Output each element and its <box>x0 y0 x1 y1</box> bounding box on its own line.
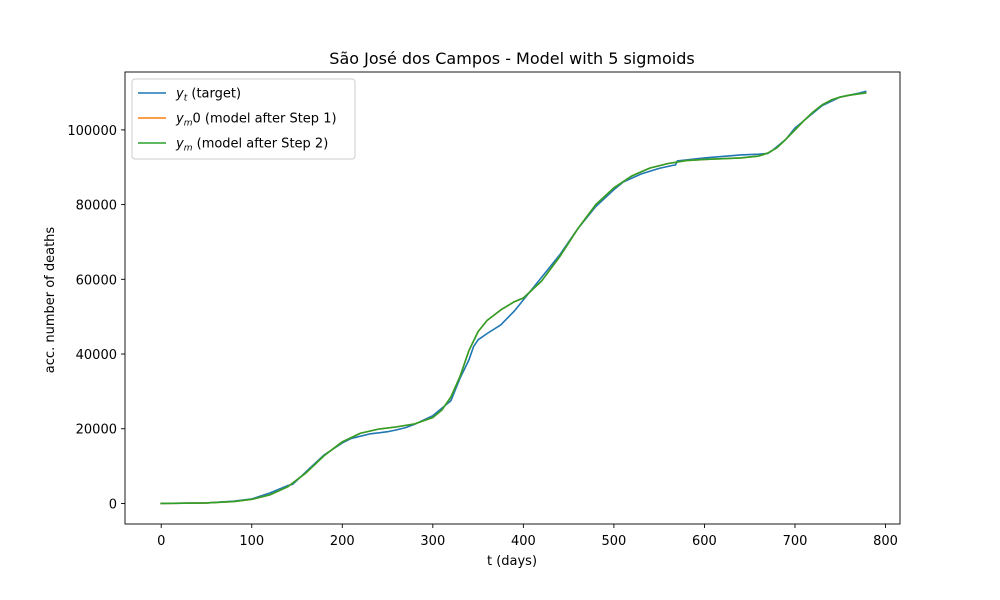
y-tick-label: 80000 <box>76 199 117 214</box>
legend-entry-2: ym (model after Step 2) <box>175 137 328 154</box>
y-tick-label: 40000 <box>76 348 117 363</box>
y-tick-label: 100000 <box>67 124 117 139</box>
y-axis-label: acc. number of deaths <box>43 227 58 374</box>
legend-entry-0: yt (target) <box>175 87 241 104</box>
x-axis-label: t (days) <box>487 554 537 569</box>
chart-title: São José dos Campos - Model with 5 sigmo… <box>329 49 694 68</box>
series-line-2 <box>160 92 867 505</box>
x-tick-label: 100 <box>239 534 264 549</box>
legend-box <box>131 78 356 160</box>
x-tick-label: 200 <box>330 534 355 549</box>
legend: yt (target) ym0 (model after Step 1) ym (m… <box>131 78 356 160</box>
x-tick-label: 700 <box>783 534 808 549</box>
legend-entry-1: ym0 (model after Step 1) <box>175 112 337 129</box>
axes-frame <box>124 71 901 525</box>
x-tick-label: 400 <box>511 534 536 549</box>
y-tick-label: 0 <box>109 497 117 512</box>
x-tick-label: 800 <box>873 534 898 549</box>
y-tick-label: 20000 <box>76 423 117 438</box>
x-tick-label: 500 <box>601 534 626 549</box>
plot-area: 0 100 200 300 400 500 600 700 800 0 20000 40000 6000… <box>67 71 901 549</box>
x-tick-label: 0 <box>157 534 165 549</box>
x-tick-label: 600 <box>692 534 717 549</box>
y-tick-label: 60000 <box>76 273 117 288</box>
x-tick-label: 300 <box>420 534 445 549</box>
